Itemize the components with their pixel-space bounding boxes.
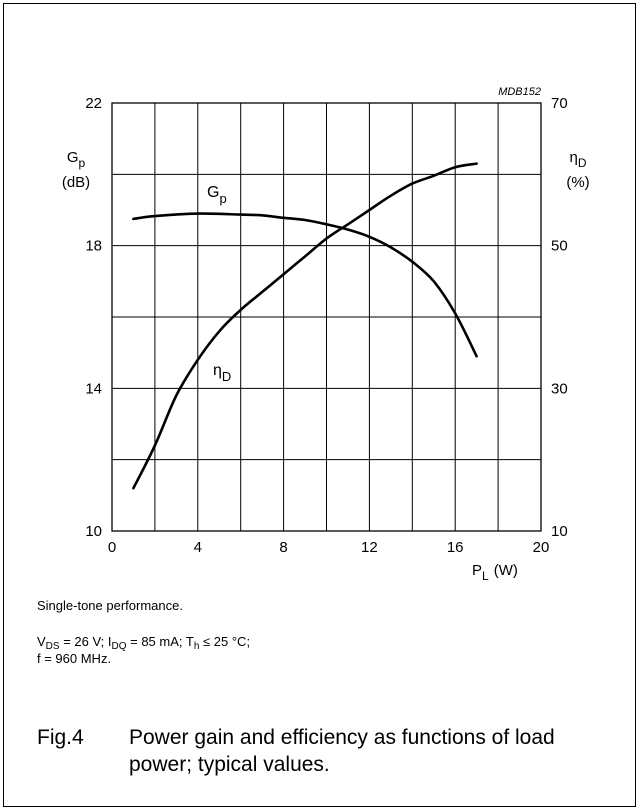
y-left-tick-label: 22 — [85, 95, 102, 112]
figure-code: MDB152 — [498, 86, 541, 98]
y-right-label: ηD — [569, 149, 586, 170]
chart-curves — [132, 162, 478, 490]
x-tick-label: 20 — [533, 539, 550, 556]
y-right-unit: (%) — [566, 174, 589, 191]
y-left-tick-label: 14 — [85, 380, 102, 397]
x-tick-label: 16 — [447, 539, 464, 556]
note-line-1: Single-tone performance. — [37, 598, 183, 613]
plot-area-border — [111, 102, 542, 532]
y-right-tick-label: 30 — [551, 380, 568, 397]
y-left-tick-label: 18 — [85, 238, 102, 255]
gain-curve — [132, 212, 478, 358]
y-left-label: Gp — [67, 149, 86, 170]
series-label-etad: ηD — [213, 362, 231, 384]
y-left-unit: (dB) — [62, 174, 90, 191]
figure-number: Fig.4 — [37, 726, 84, 749]
efficiency-curve — [132, 162, 478, 490]
caption-text: Power gain and efficiency as functions o… — [129, 726, 555, 776]
series-label-gp: Gp — [207, 184, 227, 206]
note-line-3: f = 960 MHz. — [37, 651, 112, 666]
y-right-tick-label: 50 — [551, 238, 568, 255]
note-line-2: VDS = 26 V; IDQ = 85 mA; Th ≤ 25 °C; — [37, 634, 251, 652]
y-left-tick-label: 10 — [85, 523, 102, 540]
figure-frame — [3, 3, 636, 807]
x-tick-label: 8 — [279, 539, 287, 556]
chart-grid — [112, 103, 541, 531]
x-tick-label: 12 — [361, 539, 378, 556]
y-right-tick-label: 70 — [551, 95, 568, 112]
plot-frame — [111, 102, 542, 532]
x-tick-label: 4 — [194, 539, 202, 556]
x-tick-label: 0 — [108, 539, 116, 556]
x-axis-label: PL (W) — [472, 562, 518, 583]
y-right-tick-label: 10 — [551, 523, 568, 540]
